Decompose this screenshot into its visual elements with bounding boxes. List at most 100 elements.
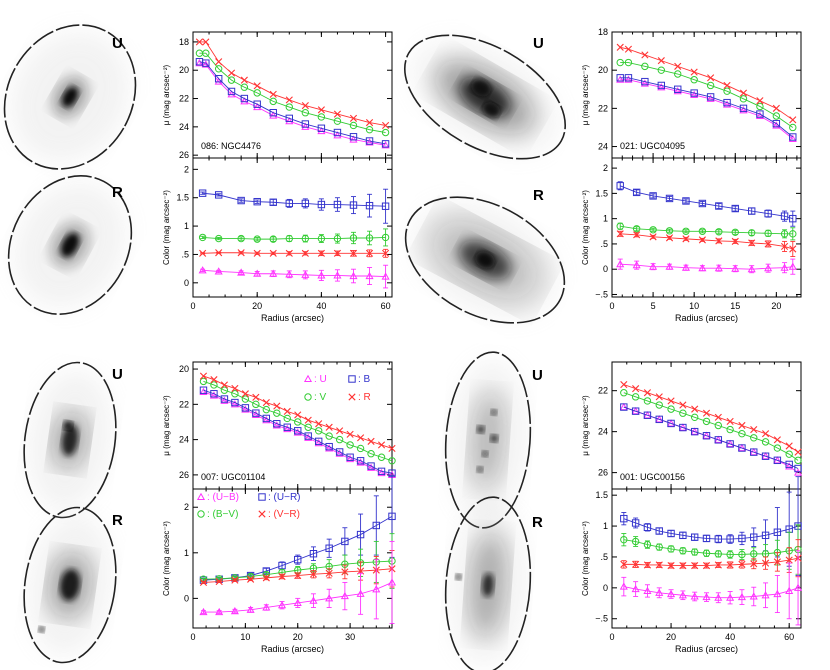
- data-point-R: [773, 436, 781, 444]
- data-point-B-V: [269, 235, 277, 243]
- data-point-V: [723, 87, 731, 95]
- data-point-R: [199, 372, 208, 380]
- legend-marker-V: [304, 393, 312, 401]
- data-point-U: [240, 97, 249, 105]
- y-tick-label: −.5: [595, 614, 608, 624]
- data-point-R: [707, 74, 715, 82]
- series-U-B: [198, 264, 390, 289]
- x-tick-label: 20: [666, 632, 676, 642]
- data-point-B: [214, 75, 223, 83]
- data-point-B: [365, 137, 374, 145]
- data-point-V: [739, 95, 748, 103]
- galaxy-light: [471, 79, 491, 97]
- data-point-B-V: [665, 227, 674, 235]
- data-point-V-R: [215, 249, 223, 257]
- data-point-R: [273, 402, 281, 410]
- data-point-B-V: [655, 543, 663, 551]
- data-point-U-B: [387, 578, 397, 586]
- data-point-B: [773, 456, 782, 465]
- data-point-V: [794, 456, 802, 465]
- legend-marker-U: [303, 374, 313, 383]
- data-point-B-V: [780, 230, 789, 238]
- data-point-V: [214, 65, 223, 73]
- data-point-U-B: [702, 592, 711, 601]
- series-line-U-R: [623, 518, 799, 540]
- data-point-V-R: [726, 561, 734, 569]
- series-V: [195, 49, 390, 137]
- data-point-V: [377, 453, 386, 461]
- data-point-B-V: [649, 226, 657, 234]
- data-point-V: [789, 123, 797, 132]
- galaxy-light: [476, 425, 485, 434]
- data-point-B-V: [301, 234, 310, 243]
- data-point-U: [755, 111, 764, 120]
- series-line-B: [203, 389, 393, 474]
- data-point-U: [251, 410, 260, 418]
- galaxy-light: [482, 102, 500, 118]
- legend-mag: : U: B: V: R: [303, 374, 371, 403]
- data-point-V: [356, 444, 365, 453]
- data-point-V: [785, 450, 793, 458]
- data-point-V: [679, 409, 687, 417]
- data-point-R: [285, 96, 293, 104]
- data-point-R: [643, 389, 652, 397]
- data-point-U-R: [789, 214, 797, 223]
- data-point-U-B: [349, 271, 358, 280]
- series-R: [620, 380, 802, 456]
- y-tick-label: 20: [179, 65, 189, 75]
- data-point-U: [365, 138, 374, 146]
- data-point-V: [674, 70, 682, 78]
- data-point-U-R: [632, 188, 641, 197]
- data-point-U: [227, 90, 236, 98]
- data-point-V: [210, 381, 218, 389]
- data-point-U-R: [620, 514, 628, 523]
- mag-axis-label: μ (mag arcsec⁻²): [581, 64, 590, 125]
- data-point-U-R: [690, 533, 699, 541]
- galaxy-images: U R U R U R U R: [3, 24, 567, 670]
- y-tick-label: 22: [598, 386, 608, 396]
- data-point-U-R: [381, 202, 390, 210]
- galaxy-id-label: 001: UGC00156: [620, 472, 685, 482]
- data-point-R: [714, 413, 722, 421]
- data-point-V-R: [301, 249, 309, 257]
- galaxy-thumbnail: U: [403, 34, 567, 160]
- y-tick-label: 2: [603, 163, 608, 173]
- data-point-B-V: [679, 547, 687, 555]
- data-point-V: [773, 444, 782, 452]
- mag-axis-label: μ (mag arcsec⁻²): [162, 395, 171, 456]
- data-point-B-V: [702, 549, 711, 557]
- series-U-B: [199, 540, 397, 624]
- data-point-V-R: [764, 240, 772, 248]
- data-point-V: [333, 117, 342, 125]
- legend-marker-VR: [258, 510, 266, 518]
- data-point-U: [616, 75, 625, 83]
- data-point-V: [227, 76, 236, 84]
- x-tick-label: 10: [689, 301, 699, 311]
- data-point-B: [690, 89, 698, 97]
- x-tick-label: 30: [345, 632, 355, 642]
- data-point-V: [304, 423, 312, 431]
- x-tick-label: 0: [609, 301, 614, 311]
- data-point-U-B: [619, 582, 628, 590]
- data-point-B-V: [731, 228, 739, 237]
- data-point-V: [285, 103, 293, 111]
- data-point-B: [723, 98, 731, 107]
- x-tick-label: 0: [190, 301, 195, 311]
- legend-label-R: : R: [358, 392, 371, 403]
- x-tick-label: 20: [771, 301, 781, 311]
- data-point-V: [772, 112, 781, 120]
- galaxy-thumbnail: R: [23, 506, 123, 664]
- data-point-U-R: [738, 534, 746, 543]
- data-point-V-R: [349, 249, 358, 257]
- data-point-U-R: [643, 523, 652, 532]
- data-point-U-B: [726, 593, 735, 601]
- data-point-U: [335, 449, 344, 457]
- data-point-V: [690, 413, 699, 422]
- data-point-V-R: [748, 239, 756, 247]
- data-point-R: [750, 426, 758, 434]
- aperture-ellipse: [7, 175, 133, 315]
- data-point-R: [231, 384, 239, 393]
- series-V-R: [620, 539, 802, 578]
- galaxy-thumbnail: U: [23, 361, 123, 519]
